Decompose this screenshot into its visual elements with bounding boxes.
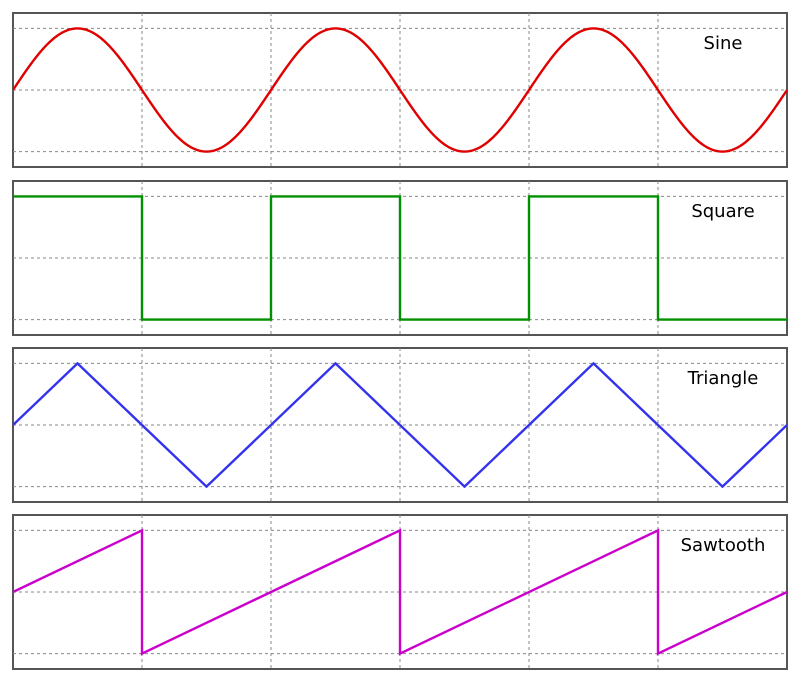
sine-label: Sine xyxy=(704,33,743,54)
sawtooth-panel: Sawtooth xyxy=(12,514,788,670)
square-panel: Square xyxy=(12,180,788,336)
square-label: Square xyxy=(691,201,754,222)
triangle-wave-line xyxy=(13,361,787,489)
sine-wave-line xyxy=(13,27,787,153)
square-wave-line xyxy=(13,195,787,321)
triangle-label: Triangle xyxy=(687,368,759,389)
sawtooth-label: Sawtooth xyxy=(681,535,766,556)
sine-panel: Sine xyxy=(12,12,788,168)
sawtooth-wave-line xyxy=(13,528,787,656)
triangle-panel: Triangle xyxy=(12,347,788,503)
